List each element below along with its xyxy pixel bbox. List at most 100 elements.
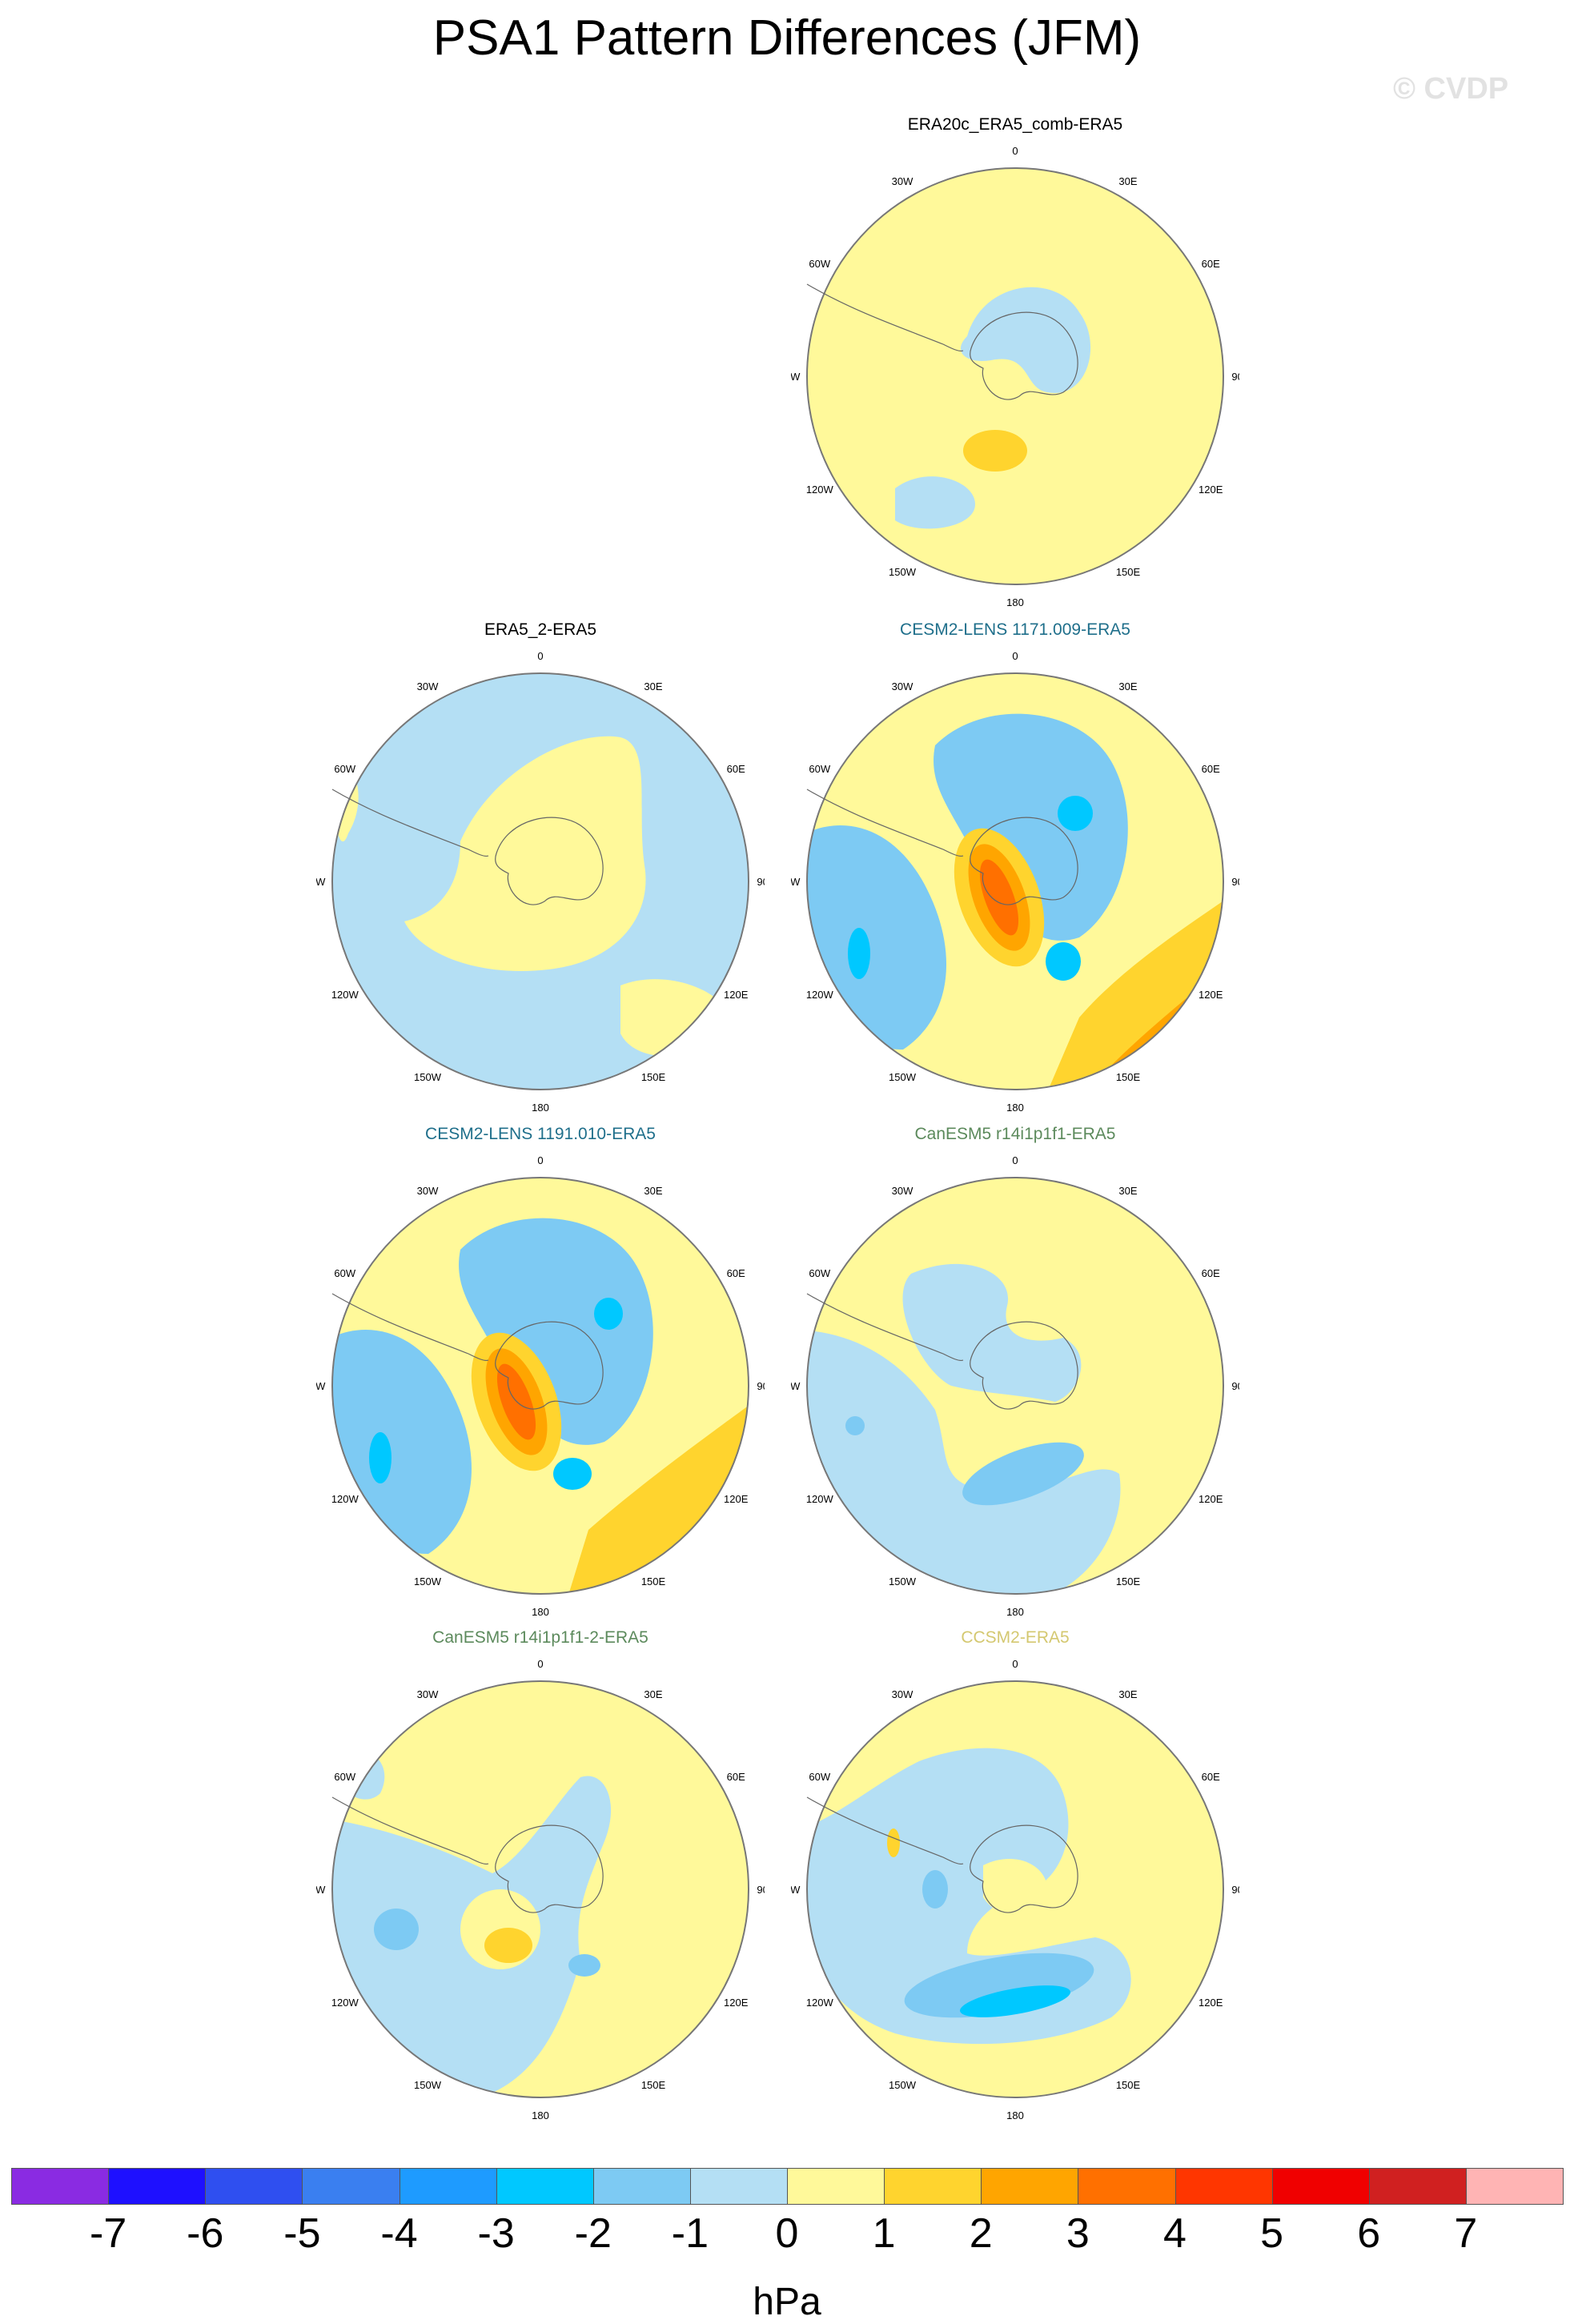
colorbar-segment (689, 2168, 788, 2205)
longitude-label: 0 (537, 1154, 543, 1166)
longitude-label: 120E (1199, 989, 1223, 1001)
longitude-label: 30E (644, 680, 662, 692)
longitude-label: 90W (316, 876, 326, 888)
longitude-label: 90E (1231, 1884, 1239, 1896)
colorbar-segment (1465, 2168, 1564, 2205)
polar-map: 0 30E 60E 90E 120E 150E 180 150W 120W 90W 60W 30W (316, 1154, 765, 1618)
longitude-label: 0 (537, 1658, 543, 1670)
longitude-label: 30E (644, 1688, 662, 1700)
longitude-label: 30W (892, 175, 913, 187)
longitude-label: 150E (641, 2079, 666, 2091)
colorbar-label: -6 (187, 2210, 224, 2257)
panel-title: CCSM2-ERA5 (961, 1628, 1070, 1647)
longitude-label: 30E (1118, 1185, 1137, 1197)
antarctica-outline (970, 817, 1078, 905)
longitude-label: 0 (1012, 1154, 1018, 1166)
longitude-label: 150W (414, 1071, 442, 1083)
longitude-label: 180 (1006, 1606, 1024, 1618)
longitude-label: 60W (809, 1267, 830, 1279)
longitude-label: 90E (757, 876, 765, 888)
longitude-label: 90W (316, 1380, 326, 1392)
longitude-label: 60E (727, 1267, 745, 1279)
longitude-label: 90W (791, 876, 801, 888)
colorbar-label: 4 (1163, 2210, 1187, 2257)
colorbar-segment (1271, 2168, 1370, 2205)
longitude-label: 90W (791, 371, 801, 383)
colorbar-label: -4 (380, 2210, 418, 2257)
longitude-label: 30E (1118, 1688, 1137, 1700)
colorbar-label: 0 (775, 2210, 799, 2257)
south-america-outline (331, 1293, 489, 1362)
panel-title: CESM2-LENS 1171.009-ERA5 (900, 620, 1130, 639)
colorbar-segment (592, 2168, 691, 2205)
south-america-outline (806, 1293, 964, 1362)
longitude-label: 150E (1116, 1575, 1141, 1587)
longitude-label: 120W (331, 989, 359, 1001)
colorbar-label: 6 (1357, 2210, 1381, 2257)
longitude-label: 150W (414, 2079, 442, 2091)
panel-cesm2-1191: CESM2-LENS 1191.010-ERA5 0 30E 60E 90E 120E 1… (316, 1125, 765, 1637)
longitude-label: 30E (1118, 680, 1137, 692)
polar-map: 0 30E 60E 90E 120E 150E 180 150W 120W 90W 60W 30W (316, 1658, 765, 2121)
longitude-label: 90E (1231, 1380, 1239, 1392)
colorbar-segment (11, 2168, 110, 2205)
longitude-label: 60E (727, 1771, 745, 1783)
longitude-label: 120E (1199, 1493, 1223, 1505)
south-america-outline (806, 789, 964, 857)
longitude-label: 30W (417, 1688, 439, 1700)
longitude-label: 30W (417, 1185, 439, 1197)
colorbar-segment (108, 2168, 207, 2205)
panel-canesm5-r14: CanESM5 r14i1p1f1-ERA5 0 30E 60E 90E 120E 150… (791, 1125, 1239, 1637)
longitude-label: 0 (1012, 1658, 1018, 1670)
colorbar-segment (205, 2168, 303, 2205)
panel-canesm5-r14-2: CanESM5 r14i1p1f1-2-ERA5 0 30E 60E 90E 120E 1… (316, 1628, 765, 2141)
longitude-label: 150W (889, 566, 917, 578)
colorbar-label: -1 (671, 2210, 709, 2257)
longitude-label: 120E (1199, 1997, 1223, 2009)
longitude-label: 120W (331, 1493, 359, 1505)
longitude-label: 120W (806, 484, 834, 496)
longitude-label: 60E (1202, 1771, 1220, 1783)
longitude-label: 180 (532, 1606, 549, 1618)
longitude-label: 120W (331, 1997, 359, 2009)
longitude-label: 150E (1116, 2079, 1141, 2091)
longitude-label: 180 (1006, 2109, 1024, 2121)
colorbar-label: -5 (283, 2210, 321, 2257)
longitude-label: 150E (1116, 1071, 1141, 1083)
longitude-label: 60E (1202, 258, 1220, 270)
panel-cesm2-1171: CESM2-LENS 1171.009-ERA5 0 30E 60E 90E 120E 1… (791, 620, 1239, 1133)
panel-era20c: ERA20c_ERA5_comb-ERA5 0 30E 60E 90E 120E 150E… (791, 115, 1239, 628)
colorbar-segment (496, 2168, 594, 2205)
south-america-outline (331, 789, 489, 857)
polar-map: 0 30E 60E 90E 120E 150E 180 150W 120W 90W 60W 30W (791, 1658, 1239, 2121)
longitude-label: 30W (892, 680, 913, 692)
longitude-label: 180 (532, 2109, 549, 2121)
antarctica-outline (495, 817, 604, 905)
longitude-label: 120E (724, 989, 749, 1001)
colorbar-label: 3 (1066, 2210, 1090, 2257)
longitude-label: 0 (537, 650, 543, 662)
longitude-label: 120W (806, 1493, 834, 1505)
panel-title: CanESM5 r14i1p1f1-2-ERA5 (432, 1628, 648, 1647)
antarctica-outline (970, 1824, 1078, 1913)
longitude-label: 120E (724, 1997, 749, 2009)
colorbar-label: -7 (90, 2210, 127, 2257)
panel-title: CanESM5 r14i1p1f1-ERA5 (914, 1125, 1116, 1143)
longitude-label: 150W (414, 1575, 442, 1587)
colorbar-label: 2 (969, 2210, 993, 2257)
longitude-label: 30W (892, 1688, 913, 1700)
longitude-label: 150E (641, 1071, 666, 1083)
longitude-label: 60W (809, 1771, 830, 1783)
colorbar-segment (1078, 2168, 1176, 2205)
longitude-label: 120E (1199, 484, 1223, 496)
panel-title: ERA20c_ERA5_comb-ERA5 (907, 115, 1123, 134)
south-america-outline (331, 1796, 489, 1865)
antarctica-outline (495, 1321, 604, 1410)
longitude-label: 60W (334, 1771, 355, 1783)
longitude-label: 150W (889, 2079, 917, 2091)
panel-title: CESM2-LENS 1191.010-ERA5 (425, 1125, 656, 1143)
colorbar-segment (981, 2168, 1079, 2205)
colorbar-segment (302, 2168, 400, 2205)
antarctica-outline (970, 311, 1078, 400)
longitude-label: 180 (1006, 1102, 1024, 1114)
